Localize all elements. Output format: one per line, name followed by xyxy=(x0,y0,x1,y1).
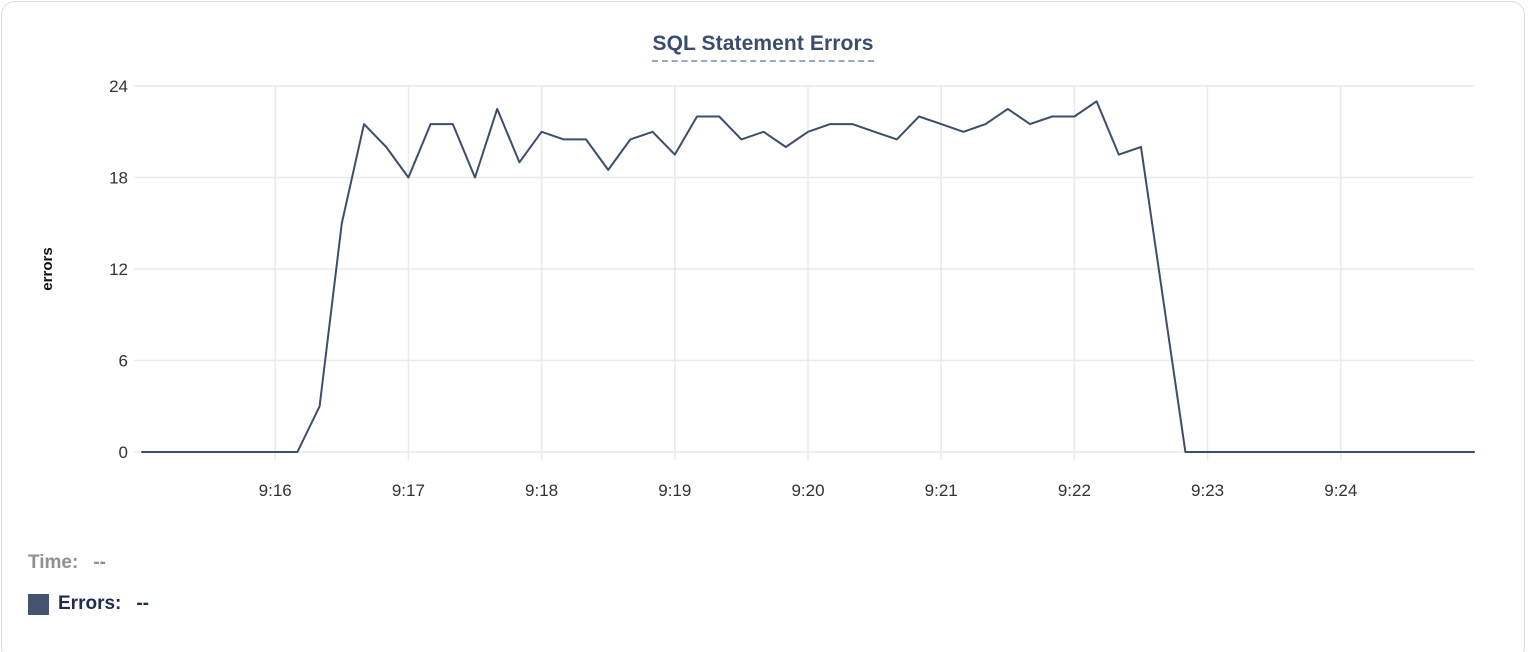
y-tick-label: 6 xyxy=(119,352,128,371)
hover-tooltip-legend: Time: -- Errors: -- xyxy=(28,550,149,617)
errors-series-swatch xyxy=(28,593,49,615)
legend-row-errors: Errors: -- xyxy=(28,591,149,617)
x-tick-label: 9:22 xyxy=(1058,481,1091,500)
y-tick-label: 0 xyxy=(119,443,128,462)
errors-series-line xyxy=(141,100,1475,453)
y-tick-label: 18 xyxy=(109,169,128,188)
x-tick-label: 9:19 xyxy=(658,481,691,500)
x-tick-label: 9:20 xyxy=(791,481,824,500)
x-tick-label: 9:16 xyxy=(259,481,292,500)
x-tick-label: 9:21 xyxy=(925,481,958,500)
x-tick-label: 9:18 xyxy=(525,481,558,500)
time-label: Time: xyxy=(28,552,79,573)
y-tick-label: 24 xyxy=(109,77,128,96)
y-tick-label: 12 xyxy=(109,260,128,279)
chart-title[interactable]: SQL Statement Errors xyxy=(652,32,874,62)
x-tick-label: 9:24 xyxy=(1324,481,1357,500)
chart-title-row: SQL Statement Errors xyxy=(2,32,1524,62)
x-tick-label: 9:23 xyxy=(1191,481,1224,500)
errors-label: Errors: xyxy=(58,593,122,614)
y-axis-label: errors xyxy=(39,247,56,290)
errors-value: -- xyxy=(136,593,150,614)
x-tick-label: 9:17 xyxy=(392,481,425,500)
legend-row-time: Time: -- xyxy=(28,550,149,576)
time-value: -- xyxy=(93,552,106,573)
